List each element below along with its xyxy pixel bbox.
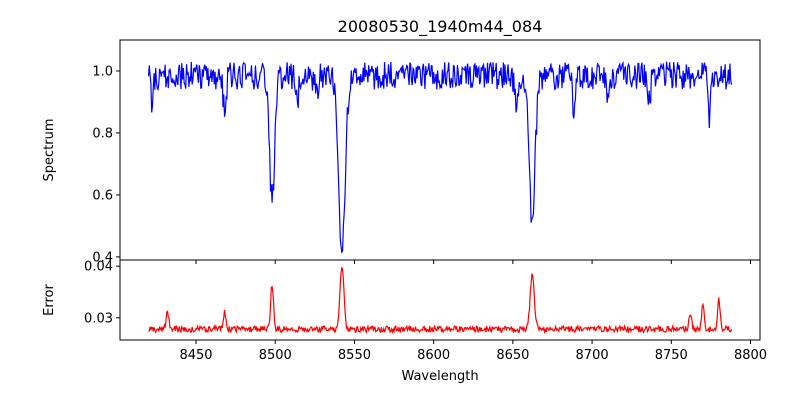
spectrum-y-tick-label: 0.4 [92,250,113,265]
x-tick-label: 8550 [338,348,371,363]
error-panel: 0.03 0.04 8450 8500 8550 8600 8650 8700 8750 880… [42,259,767,384]
error-line-layer [148,267,733,335]
spectrum-y-ticks: 0.4 0.6 0.8 1.0 [92,64,120,265]
spectrum-y-tick-label: 0.6 [92,188,113,203]
error-y-ticks: 0.03 0.04 [84,260,120,326]
error-x-ticks: 8450 8500 8550 8600 8650 8700 8750 8800 [179,340,767,363]
x-tick-label: 8800 [734,348,767,363]
error-series-line [148,267,733,335]
spectrum-x-ticks [195,260,751,264]
x-tick-label: 8600 [417,348,450,363]
error-y-tick-label: 0.04 [84,260,113,275]
x-tick-label: 8500 [259,348,292,363]
x-tick-label: 8750 [655,348,688,363]
x-axis-label: Wavelength [401,369,478,384]
x-tick-label: 8450 [179,348,212,363]
error-axes-frame [119,259,761,341]
chart-title: 20080530_1940m44_084 [338,17,543,37]
spectrum-line-layer [147,60,733,254]
spectrum-series-line [147,60,733,254]
x-tick-label: 8700 [576,348,609,363]
x-tick-label: 8650 [496,348,529,363]
spectrum-y-tick-label: 1.0 [92,64,113,79]
error-y-tick-label: 0.03 [84,311,113,326]
spectrum-y-tick-label: 0.8 [92,126,113,141]
error-y-axis-label: Error [42,284,57,316]
spectrum-y-axis-label: Spectrum [42,119,57,182]
